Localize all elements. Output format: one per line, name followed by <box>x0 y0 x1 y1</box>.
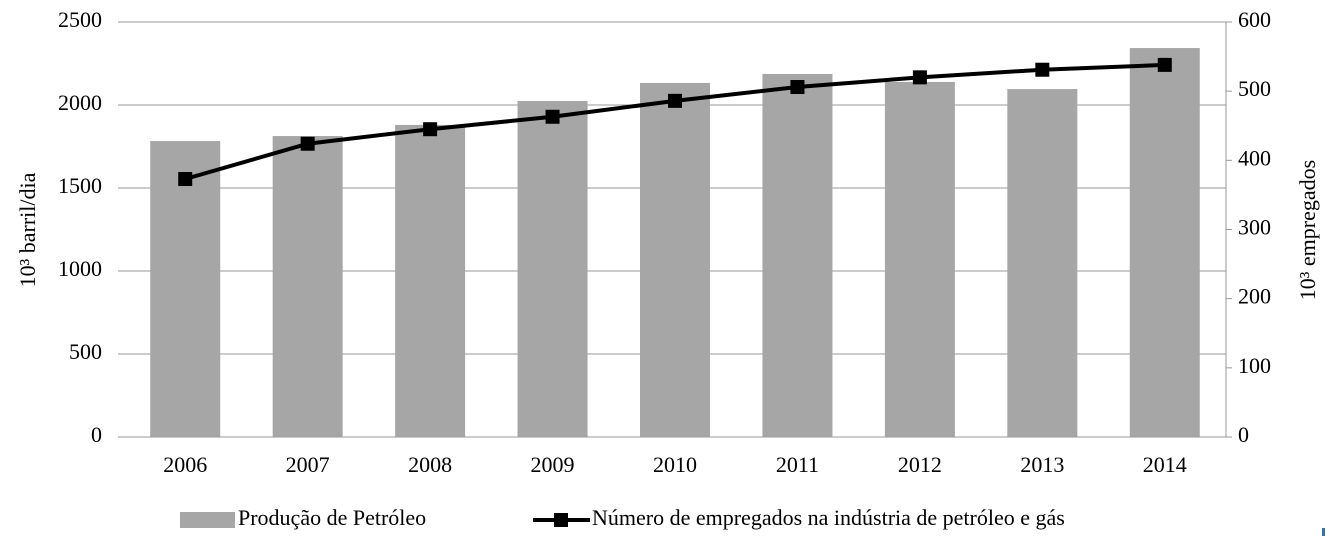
line-marker <box>912 70 927 85</box>
x-tick-label: 2008 <box>408 452 452 477</box>
x-tick-label: 2014 <box>1143 452 1187 477</box>
legend-swatch <box>180 512 235 528</box>
line-marker <box>1035 62 1050 77</box>
x-tick-label: 2010 <box>653 452 697 477</box>
x-tick-label: 2007 <box>286 452 330 477</box>
x-tick-label: 2009 <box>531 452 575 477</box>
line-marker <box>423 122 438 137</box>
line-marker <box>668 93 682 108</box>
line-marker <box>790 80 805 95</box>
bar <box>640 82 710 437</box>
bar <box>150 141 221 437</box>
corner-mark <box>1322 528 1325 536</box>
x-tick-label: 2006 <box>163 452 207 477</box>
bar <box>517 101 588 438</box>
line-marker <box>300 136 315 151</box>
y2-tick-label: 400 <box>1238 145 1271 170</box>
bar <box>1007 89 1078 438</box>
legend-label: Número de empregados na indústria de pet… <box>592 505 1065 530</box>
legend-swatch <box>554 513 568 527</box>
legend-label: Produção de Petróleo <box>238 505 426 530</box>
line-marker <box>545 109 560 124</box>
y2-tick-label: 600 <box>1238 7 1271 32</box>
y2-tick-label: 200 <box>1238 284 1271 309</box>
x-tick-label: 2011 <box>776 452 819 477</box>
y-tick-label: 500 <box>69 339 102 364</box>
y-tick-label: 2000 <box>58 90 102 115</box>
y2-tick-label: 0 <box>1238 422 1249 447</box>
bar <box>1129 48 1200 437</box>
x-tick-label: 2012 <box>898 452 942 477</box>
bar <box>272 136 343 438</box>
y-tick-label: 1500 <box>58 173 102 198</box>
line-marker <box>1157 57 1172 72</box>
y2-tick-label: 300 <box>1238 215 1271 240</box>
bar <box>762 73 833 437</box>
y-tick-label: 2500 <box>58 7 102 32</box>
y-axis-label: 10³ barril/dia <box>15 172 40 287</box>
y2-tick-label: 500 <box>1238 76 1271 101</box>
y2-axis-label: 10³ empregados <box>1295 160 1320 300</box>
bar <box>395 124 466 438</box>
y2-tick-label: 100 <box>1238 353 1271 378</box>
bar <box>884 81 955 438</box>
x-tick-label: 2013 <box>1020 452 1064 477</box>
line-marker <box>178 172 193 187</box>
y-tick-label: 1000 <box>58 256 102 281</box>
y-tick-label: 0 <box>91 422 102 447</box>
